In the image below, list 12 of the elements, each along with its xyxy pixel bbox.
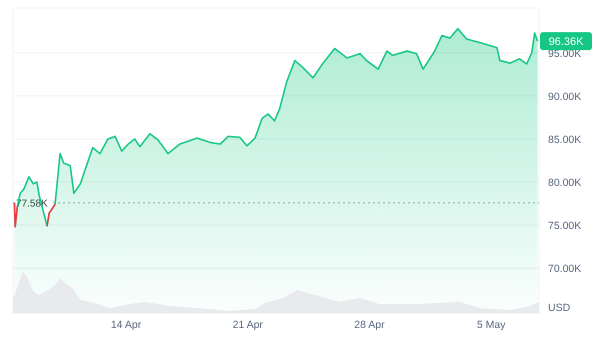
annotation: 96.36K — [548, 36, 584, 48]
y-tick-label: 90.00K — [548, 90, 582, 103]
y-tick-label: 95.00K — [548, 48, 582, 60]
y-tick-label: 85.00K — [548, 134, 582, 146]
x-tick-label: 5 May — [476, 319, 506, 331]
y-tick-label: 80.00K — [548, 177, 582, 190]
y-tick-label: 75.00K — [548, 220, 582, 232]
x-tick-label: 14 Apr — [110, 319, 142, 331]
x-tick-label: 28 Apr — [354, 319, 386, 331]
x-tick-label: 21 Apr — [232, 319, 264, 331]
y-axis-title: USD — [548, 302, 571, 314]
y-tick-label: 70.00K — [548, 263, 582, 276]
